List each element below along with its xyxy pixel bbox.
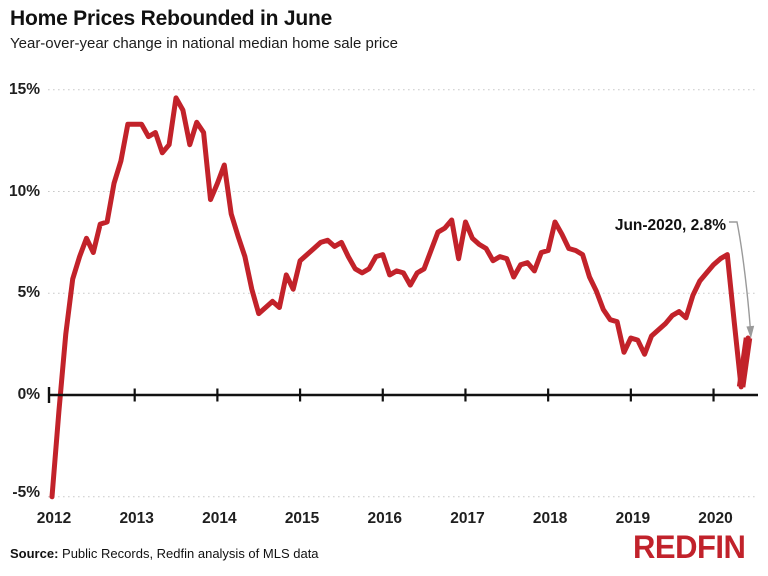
annotation-label: Jun-2020, 2.8% [614,217,726,234]
x-axis-label: 2012 [36,510,72,527]
x-axis-label: 2020 [698,510,733,527]
chart-subtitle: Year-over-year change in national median… [10,35,399,52]
y-axis-label: 0% [17,386,40,403]
x-axis-label: 2017 [450,510,485,527]
chart-title: Home Prices Rebounded in June [10,7,333,30]
redfin-logo: REDFIN [633,529,746,566]
x-axis-label: 2015 [284,510,320,527]
annotation-arrowhead [746,325,755,339]
price-line-end-arrow-segment [736,337,753,388]
y-axis-label: 5% [17,284,40,302]
annotation-leader-line [729,221,751,329]
x-axis-label: 2014 [202,510,237,527]
y-axis-label: -5% [12,483,40,501]
x-axis-label: 2013 [119,510,154,527]
y-axis-label: 10% [8,182,40,200]
price-line [49,95,751,500]
source-label: Source: [10,546,59,561]
y-axis-label: 15% [8,80,40,98]
source-text: Public Records, Redfin analysis of MLS d… [58,546,319,561]
x-axis-zero-line [47,387,758,403]
x-axis-label: 2019 [615,510,651,527]
x-axis-label: 2016 [367,510,402,527]
gridline-group [48,89,758,498]
source-line: Source: Public Records, Redfin analysis … [10,546,319,561]
x-axis-label: 2018 [532,510,568,527]
